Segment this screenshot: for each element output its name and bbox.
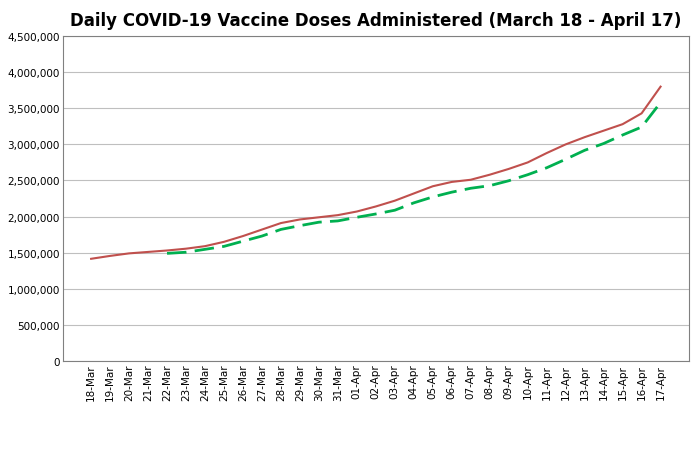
Title: Daily COVID-19 Vaccine Doses Administered (March 18 - April 17): Daily COVID-19 Vaccine Doses Administere… <box>70 12 681 30</box>
